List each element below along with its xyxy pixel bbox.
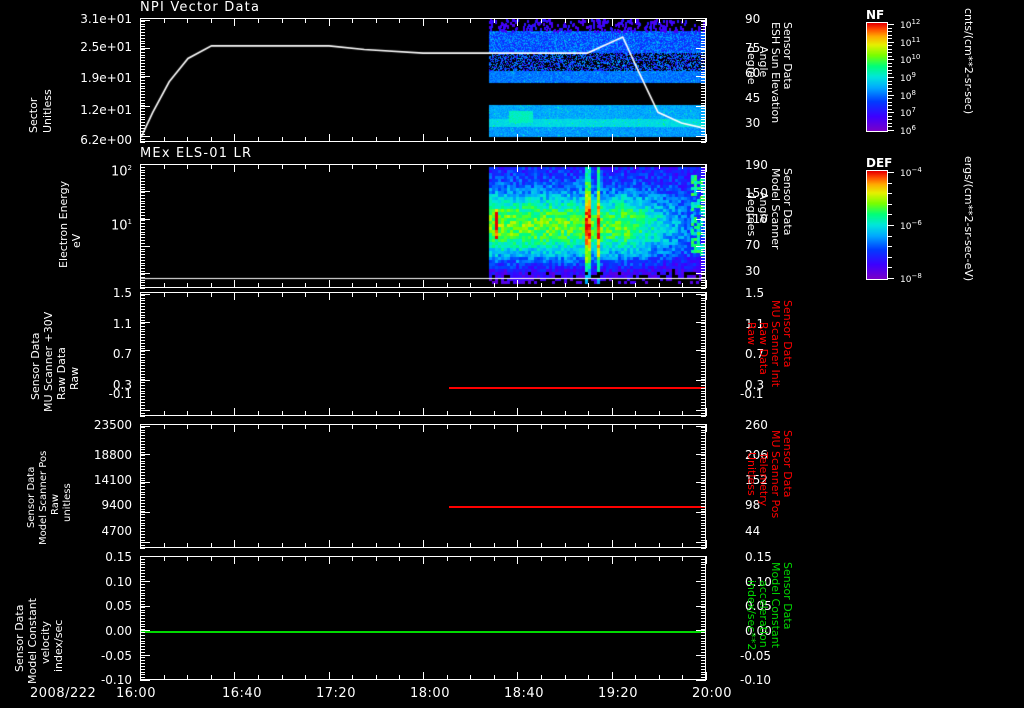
panel-5-rtick-4: -0.05	[740, 649, 771, 663]
panel-5-ylabel-2: velocity	[40, 621, 52, 664]
panel-4-rlabel-1: MU Scanner Pos	[769, 430, 781, 518]
x-tick-0: 16:00	[116, 686, 156, 701]
panel-5-ylabel-0: Sensor Data	[14, 605, 26, 672]
panel-5-ytick-0: 0.15	[10, 550, 132, 564]
panel-1-rlabel-1: ESH Sun Elevation	[769, 22, 781, 123]
panel-1-ytick-1: 2.5e+01	[10, 40, 132, 54]
panel-5-ylabel-3: index/sec	[53, 620, 65, 672]
colorbar-nf-title: NF	[866, 8, 884, 22]
panel-1-rtick-3: 45	[745, 91, 760, 105]
cb1labels-tick-4: 108	[900, 89, 916, 102]
panel-1-ytick-2: 1.9e+01	[10, 71, 132, 85]
panel-2-title: MEx ELS-01 LR	[140, 146, 252, 161]
panel-4-plot-area	[140, 424, 706, 548]
cb2labels-tick-0: 10−4	[900, 166, 922, 179]
x-tick-4: 18:40	[504, 686, 544, 701]
cb1labels-tick-1: 1011	[900, 36, 920, 49]
colorbar-nf	[866, 22, 888, 132]
panel-4-ylabel-1: Model Scanner Pos	[38, 451, 50, 545]
panel-3-ytick-0: 1.5	[10, 286, 132, 300]
panel-1-plot-area	[140, 18, 706, 142]
panel-2-plot-area	[140, 164, 706, 288]
panel-5-ylabel-1: Model Constant	[27, 598, 39, 684]
panel-2-ytick-1: 10^1101	[10, 218, 132, 233]
panel-2-ytick-0: 10^2102	[10, 164, 132, 179]
panel-3-rtick-0: 1.5	[745, 286, 764, 300]
panel-2-rlabel-3: degrees	[745, 192, 757, 236]
panel-4-ytick-0: 23500	[2, 418, 132, 432]
panel-3-trace	[449, 387, 706, 389]
colorbar-def	[866, 170, 888, 280]
colorbar-def-title: DEF	[866, 156, 892, 170]
colorbar-def-units: ergs/(cm**2-sr-sec-eV)	[962, 156, 975, 281]
panel-4-ytick-4: 4700	[2, 524, 132, 538]
x-tick-6: 20:00	[692, 686, 732, 701]
panel-4-rlabel-3: Unitless	[745, 452, 757, 496]
panel-3-rtick-4: -0.1	[740, 387, 763, 401]
panel-3-ylabel-0: Sensor Data	[30, 333, 42, 400]
panel-2-rlabel-1: Model Scanner	[769, 168, 781, 250]
panel-1-ylabel-0: Sector	[28, 98, 40, 133]
panel-5-rtick-5: -0.10	[740, 673, 771, 687]
panel-1-title: NPI Vector Data	[140, 0, 260, 15]
panel-3-rlabel-0: Sensor Data	[781, 300, 793, 367]
x-tick-2: 17:20	[316, 686, 356, 701]
panel-5-plot-area	[140, 556, 706, 680]
panel-4-ylabel-3: unitless	[62, 483, 74, 522]
panel-4-ylabel-2: Raw	[50, 494, 62, 515]
cb1labels-tick-2: 1010	[900, 53, 920, 66]
panel-4-ytick-1: 18800	[2, 448, 132, 462]
panel-2-rtick-4: 30	[745, 264, 760, 278]
panel-1-rtick-4: 30	[745, 116, 760, 130]
cb2labels-tick-1: 10−6	[900, 219, 922, 232]
x-tick-3: 18:00	[410, 686, 450, 701]
panel-1-rtick-0: 90	[745, 12, 760, 26]
panel-1-ytick-4: 6.2e+00	[10, 133, 132, 147]
cb1labels-tick-0: 1012	[900, 18, 920, 31]
cb2labels-tick-2: 10−8	[900, 272, 922, 285]
panel-3-rlabel-3: Raw	[745, 322, 757, 345]
panel-1-spectrogram	[141, 19, 705, 141]
plot-figure: NPI Vector Data 3.1e+01 2.5e+01 1.9e+01 …	[0, 0, 1024, 708]
panel-3-rlabel-2: Raw Data	[757, 322, 769, 375]
panel-4-trace	[449, 506, 706, 508]
panel-5-rlabel-0: Sensor Data	[781, 562, 793, 629]
panel-3-ytick-1: 1.1	[10, 317, 132, 331]
panel-5-rtick-0: 0.15	[745, 550, 772, 564]
panel-2-ylabel-0: Electron Energy	[58, 181, 70, 268]
panel-5-rlabel-2: acceleration	[757, 580, 769, 648]
panel-1-ylabel-1: Unitless	[42, 89, 54, 133]
panel-4-rlabel-0: Sensor Data	[781, 430, 793, 497]
panel-1-ytick-0: 3.1e+01	[10, 12, 132, 26]
panel-4-rtick-4: 44	[745, 524, 760, 538]
panel-2-rtick-0: 190	[745, 158, 768, 172]
panel-4-rlabel-2: Telemetry	[757, 452, 769, 506]
cb1labels-tick-6: 106	[900, 124, 916, 137]
panel-1-rlabel-0: Sensor Data	[781, 22, 793, 89]
panel-3-ylabel-1: MU Scanner +30V	[43, 312, 55, 412]
x-axis-date: 2008/222	[30, 686, 96, 701]
panel-3-rlabel-1: MU Scanner Init	[769, 300, 781, 387]
panel-4-rtick-0: 260	[745, 418, 768, 432]
panel-3-ylabel-2: Raw Data	[56, 347, 68, 400]
panel-5-rlabel-3: index/sec**2	[745, 580, 757, 650]
panel-1-rlabel-2: Angle	[757, 46, 769, 77]
cb1labels-tick-3: 109	[900, 71, 916, 84]
colorbar-nf-units: cnts/(cm**2-sr-sec)	[962, 8, 975, 114]
panel-2-spectrogram	[141, 165, 705, 287]
panel-3-plot-area	[140, 292, 706, 416]
panel-1-rlabel-3: degree	[745, 46, 757, 85]
panel-2-rtick-3: 70	[745, 238, 760, 252]
panel-2-rlabel-2: Angle	[757, 192, 769, 223]
panel-4-ylabel-0: Sensor Data	[26, 467, 38, 528]
panel-2-rlabel-0: Sensor Data	[781, 168, 793, 235]
x-tick-1: 16:40	[222, 686, 262, 701]
panel-5-rlabel-1: Model Constant	[769, 562, 781, 648]
panel-3-ylabel-3: Raw	[69, 367, 81, 390]
cb1labels-tick-5: 107	[900, 106, 916, 119]
panel-5-ytick-1: 0.10	[10, 575, 132, 589]
x-tick-5: 19:20	[598, 686, 638, 701]
panel-5-trace	[141, 631, 706, 633]
panel-2-ylabel-1: eV	[71, 234, 83, 248]
